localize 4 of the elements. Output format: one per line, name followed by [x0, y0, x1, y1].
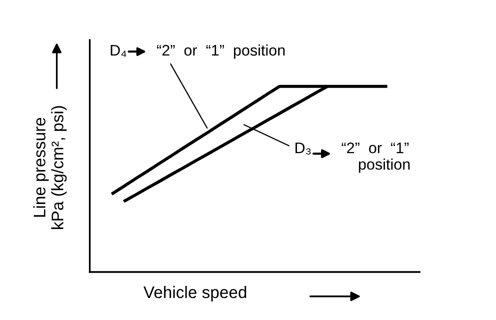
- y-axis-title: Line pressure kPa (kg/cm², psi): [33, 106, 67, 229]
- x-axis-title: Vehicle speed: [144, 286, 246, 302]
- text: D₄ “2” or “1” position: [110, 44, 285, 59]
- annotation: D₃ “2” or “1” position: [296, 142, 410, 173]
